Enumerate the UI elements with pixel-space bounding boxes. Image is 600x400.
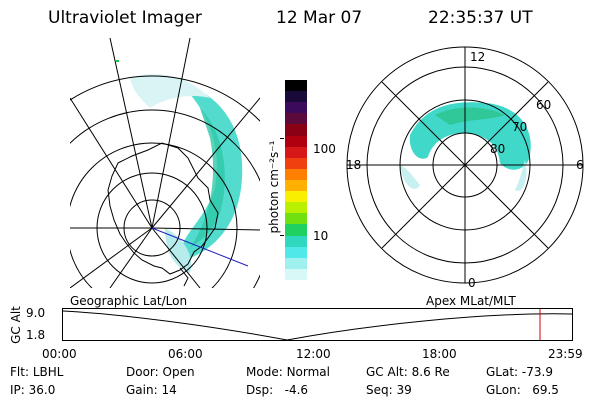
mlt-label-0: 0 xyxy=(468,276,476,290)
apex-polar-plot: 12 18 6 0 60 70 80 xyxy=(346,46,584,290)
time-label: 22:35:37 UT xyxy=(428,8,533,28)
colorbar-segment xyxy=(285,246,307,258)
altitude-axis-label: GC Alt xyxy=(9,306,23,344)
antarctica-coastline xyxy=(107,142,219,275)
mlt-label-12: 12 xyxy=(470,50,485,64)
time-tick-2359: 23:59 xyxy=(548,347,583,361)
apex-aurora-emission xyxy=(400,102,531,191)
colorbar-segment xyxy=(285,224,307,236)
status-gc-alt: GC Alt: 8.6 Re xyxy=(366,365,450,379)
status-door: Door: Open xyxy=(126,365,195,379)
green-marker xyxy=(116,60,119,62)
time-tick-0600: 06:00 xyxy=(168,347,203,361)
colorbar-segment xyxy=(285,202,307,214)
colorbar-tick-mark xyxy=(280,138,284,139)
status-gain: Gain: 14 xyxy=(126,383,177,397)
altitude-tick-max: 9.0 xyxy=(26,306,46,320)
altitude-curve xyxy=(62,310,573,341)
colorbar xyxy=(285,80,307,280)
date-label: 12 Mar 07 xyxy=(276,8,363,28)
colorbar-segment xyxy=(285,146,307,158)
colorbar-tick-10: 10 xyxy=(313,229,329,243)
status-dsp: Dsp: -4.6 xyxy=(246,383,309,397)
colorbar-segment xyxy=(285,213,307,225)
colorbar-tick-100: 100 xyxy=(313,142,336,156)
colorbar-segment xyxy=(285,235,307,247)
colorbar-segment xyxy=(285,135,307,147)
time-tick-1800: 18:00 xyxy=(422,347,457,361)
mlat-label-60: 60 xyxy=(536,98,551,112)
colorbar-segment xyxy=(285,124,307,136)
status-filter: Flt: LBHL xyxy=(10,365,64,379)
colorbar-segment xyxy=(285,257,307,269)
colorbar-segment xyxy=(285,91,307,103)
colorbar-segment xyxy=(285,268,307,280)
colorbar-segment xyxy=(285,191,307,203)
status-glon: GLon: 69.5 xyxy=(486,383,559,397)
status-ip: IP: 36.0 xyxy=(10,383,56,397)
geo-meridians xyxy=(70,38,260,288)
colorbar-segment xyxy=(285,113,307,125)
colorbar-segment xyxy=(285,80,307,92)
geographic-map xyxy=(70,38,260,288)
spacecraft-track xyxy=(151,227,249,267)
geo-aurora-emission xyxy=(130,74,243,273)
altitude-plot-frame xyxy=(62,308,573,341)
altitude-tick-min: 1.8 xyxy=(26,328,46,342)
mlat-label-70: 70 xyxy=(512,120,527,134)
mlat-label-80: 80 xyxy=(490,142,505,156)
apex-mlt-spokes xyxy=(347,47,583,283)
geo-latitude-circles xyxy=(70,75,260,288)
status-seq: Seq: 39 xyxy=(366,383,412,397)
mlt-label-6: 6 xyxy=(576,158,584,172)
colorbar-tick-mark xyxy=(280,235,284,236)
geographic-panel-label: Geographic Lat/Lon xyxy=(70,294,188,308)
time-tick-0000: 00:00 xyxy=(42,347,77,361)
instrument-title: Ultraviolet Imager xyxy=(48,8,202,28)
altitude-plot xyxy=(62,308,573,341)
status-mode: Mode: Normal xyxy=(246,365,330,379)
colorbar-unit-label: photon cm⁻²s⁻¹ xyxy=(267,140,281,234)
mlt-label-18: 18 xyxy=(346,158,361,172)
time-tick-1200: 12:00 xyxy=(296,347,331,361)
apex-panel-label: Apex MLat/MLT xyxy=(426,294,516,308)
colorbar-segment xyxy=(285,102,307,114)
colorbar-segment xyxy=(285,179,307,192)
status-glat: GLat: -73.9 xyxy=(486,365,553,379)
colorbar-segment xyxy=(285,157,307,169)
colorbar-segment xyxy=(285,168,307,180)
